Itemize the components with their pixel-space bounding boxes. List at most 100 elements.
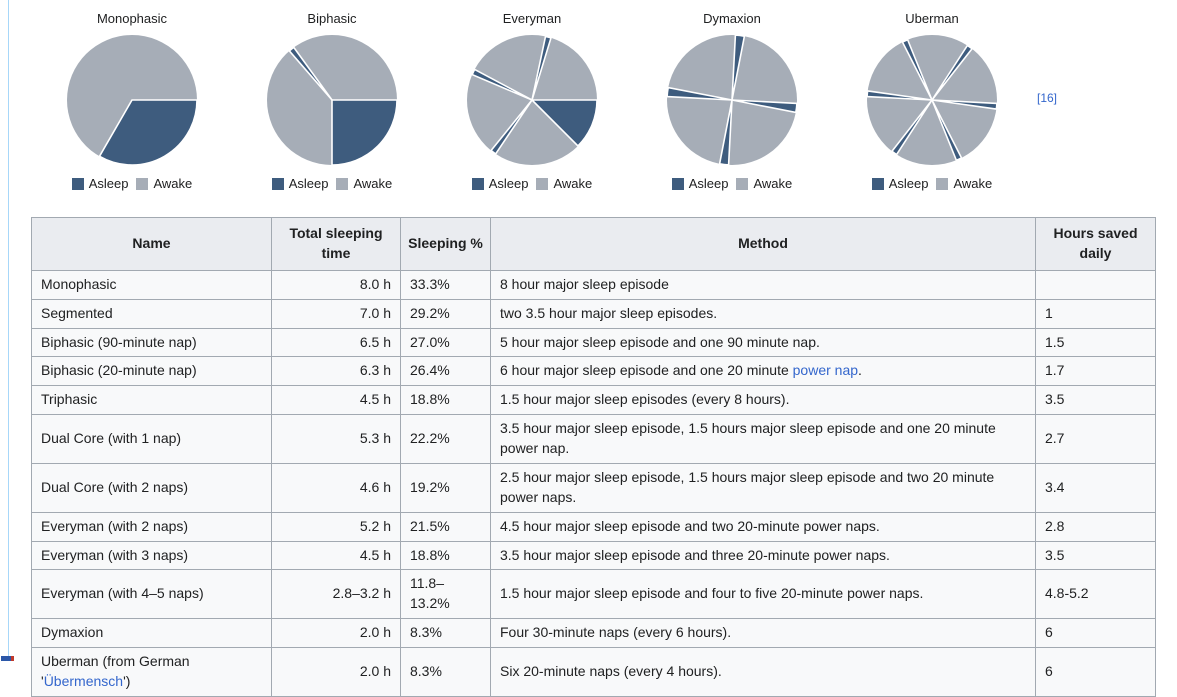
- name-cell: Monophasic: [31, 269, 272, 300]
- asleep-swatch: [271, 177, 284, 190]
- table-row: Dual Core (with 2 naps) 4.6 h 19.2% 2.5 hou…: [31, 462, 1156, 513]
- header-name: Name: [31, 217, 272, 271]
- power-nap-link[interactable]: power nap: [792, 362, 859, 379]
- legend-item-asleep: Asleep: [471, 176, 529, 191]
- total-sleeping-time-cell: 2.0 h: [271, 618, 401, 648]
- legend-label: Awake: [353, 176, 393, 191]
- table-row: Everyman (with 4–5 naps) 2.8–3.2 h 11.8–13…: [31, 569, 1156, 620]
- content-left-border: [8, 0, 9, 661]
- sleeping-percent-cell: 18.8%: [400, 540, 491, 571]
- total-sleeping-time-cell: 6.5 h: [271, 327, 401, 358]
- method-cell: 3.5 hour major sleep episode, 1.5 hours …: [490, 414, 1036, 464]
- name-cell: Uberman (from German 'Übermensch'): [31, 647, 272, 697]
- awake-swatch: [536, 177, 549, 190]
- hours-saved-cell: 3.5: [1035, 540, 1156, 571]
- asleep-slice: [288, 46, 333, 101]
- legend-label: Asleep: [88, 176, 129, 191]
- name-cell: Triphasic: [31, 385, 272, 416]
- legend-label: Asleep: [888, 176, 929, 191]
- total-sleeping-time-cell: 4.5 h: [271, 385, 401, 416]
- method-cell: Six 20-minute naps (every 4 hours).: [490, 647, 1036, 697]
- legend-item-awake: Awake: [736, 176, 792, 191]
- header-sleeping-percent: Sleeping %: [400, 217, 491, 271]
- asleep-slice: [901, 38, 933, 101]
- pie-legend: Asleep Awake: [832, 176, 1032, 191]
- partial-element-red-tip: [11, 656, 14, 661]
- method-cell: 1.5 hour major sleep episodes (every 8 h…: [490, 385, 1036, 416]
- awake-swatch: [936, 177, 949, 190]
- sleeping-percent-cell: 33.3%: [400, 269, 491, 300]
- asleep-slice: [530, 99, 598, 148]
- legend-label: Awake: [553, 176, 593, 191]
- awake-swatch: [736, 177, 749, 190]
- legend-label: Awake: [153, 176, 193, 191]
- sleep-schedule-pie-row: Monophasic Asleep Awake Biphasic Asleep Awake…: [32, 6, 1032, 191]
- name-cell: Dual Core (with 1 nap): [31, 414, 272, 464]
- pie-legend: Asleep Awake: [32, 176, 232, 191]
- name-cell: Everyman (with 4–5 naps): [31, 569, 272, 620]
- total-sleeping-time-cell: 6.3 h: [271, 356, 401, 387]
- asleep-swatch: [671, 177, 684, 190]
- awake-swatch: [136, 177, 149, 190]
- legend-label: Asleep: [688, 176, 729, 191]
- legend-label: Asleep: [488, 176, 529, 191]
- hours-saved-cell: [1035, 269, 1156, 300]
- sleeping-percent-cell: 22.2%: [400, 414, 491, 464]
- legend-label: Awake: [953, 176, 993, 191]
- legend-item-asleep: Asleep: [271, 176, 329, 191]
- pie-legend: Asleep Awake: [232, 176, 432, 191]
- legend-item-asleep: Asleep: [71, 176, 129, 191]
- header-method: Method: [490, 217, 1036, 271]
- pie-title: Dymaxion: [703, 11, 761, 26]
- asleep-swatch: [71, 177, 84, 190]
- table-header-row: Name Total sleeping time Sleeping % Meth…: [31, 217, 1156, 271]
- sleeping-percent-cell: 18.8%: [400, 385, 491, 416]
- table-row: Monophasic 8.0 h 33.3% 8 hour major sleep e…: [31, 269, 1156, 300]
- asleep-slice: [931, 99, 963, 162]
- name-cell: Dymaxion: [31, 618, 272, 648]
- table-row: Triphasic 4.5 h 18.8% 1.5 hour major sleep …: [31, 385, 1156, 416]
- asleep-slice: [489, 99, 533, 156]
- sleep-schedules-table: Name Total sleeping time Sleeping % Meth…: [31, 217, 1156, 697]
- total-sleeping-time-cell: 5.2 h: [271, 511, 401, 542]
- asleep-slice: [866, 90, 933, 101]
- name-cell: Dual Core (with 2 naps): [31, 462, 272, 513]
- name-cell: Everyman (with 2 naps): [31, 511, 272, 542]
- pie-legend: Asleep Awake: [432, 176, 632, 191]
- sleeping-percent-cell: 27.0%: [400, 327, 491, 358]
- asleep-slice: [931, 99, 998, 110]
- reference-16-link[interactable]: [16]: [1037, 91, 1058, 105]
- asleep-slice: [718, 99, 733, 166]
- asleep-slice: [531, 35, 552, 101]
- partial-element-blue-bar: [1, 656, 11, 661]
- pie-title: Biphasic: [307, 11, 357, 26]
- sleeping-percent-cell: 29.2%: [400, 298, 491, 329]
- total-sleeping-time-cell: 2.8–3.2 h: [271, 569, 401, 620]
- asleep-slice: [731, 99, 798, 114]
- name-cell: Segmented: [31, 298, 272, 329]
- hours-saved-cell: 1.5: [1035, 327, 1156, 358]
- pie-block-biphasic: Biphasic Asleep Awake: [232, 6, 432, 191]
- pie-chart-monophasic: [67, 35, 198, 166]
- sleeping-percent-cell: 11.8–13.2%: [400, 569, 491, 620]
- total-sleeping-time-cell: 8.0 h: [271, 269, 401, 300]
- pie-legend: Asleep Awake: [632, 176, 832, 191]
- pie-chart-biphasic: [267, 35, 398, 166]
- pie-title: Monophasic: [96, 11, 168, 26]
- hours-saved-cell: 1: [1035, 298, 1156, 329]
- pie-block-uberman: Uberman Asleep Awake: [832, 6, 1032, 191]
- total-sleeping-time-cell: 7.0 h: [271, 298, 401, 329]
- table-row: Biphasic (90-minute nap) 6.5 h 27.0% 5 hour…: [31, 327, 1156, 358]
- hours-saved-cell: 6: [1035, 618, 1156, 648]
- pie-chart-uberman: [866, 35, 998, 165]
- legend-label: Asleep: [288, 176, 329, 191]
- asleep-slice: [890, 99, 933, 156]
- ubermensch-link[interactable]: Übermensch: [43, 672, 124, 689]
- name-cell: Everyman (with 3 naps): [31, 540, 272, 571]
- method-cell: 4.5 hour major sleep episode and two 20-…: [490, 511, 1036, 542]
- asleep-slice: [331, 99, 398, 166]
- legend-item-asleep: Asleep: [871, 176, 929, 191]
- sleeping-percent-cell: 8.3%: [400, 647, 491, 697]
- method-cell: 8 hour major sleep episode: [490, 269, 1036, 300]
- method-cell: 5 hour major sleep episode and one 90 mi…: [490, 327, 1036, 358]
